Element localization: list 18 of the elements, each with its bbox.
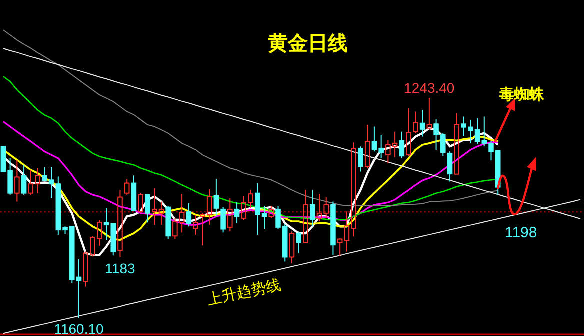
chart-title: 黄金日线 bbox=[267, 33, 348, 55]
candlestick bbox=[193, 214, 198, 236]
candlestick bbox=[214, 178, 220, 218]
annotation: 1160.10 bbox=[54, 321, 104, 336]
annotation: 1183 bbox=[105, 260, 136, 277]
annotation: 1243.40 bbox=[404, 80, 455, 96]
annotation: 上升趋势线 bbox=[206, 276, 283, 309]
candlestick bbox=[14, 160, 20, 202]
candlestick bbox=[310, 190, 316, 228]
candlestick bbox=[420, 110, 426, 138]
candlestick bbox=[364, 124, 370, 169]
annotation: 1198 bbox=[504, 224, 538, 242]
candlestick bbox=[303, 190, 308, 244]
annotation: 毒蜘蛛 bbox=[498, 86, 546, 104]
candlestick bbox=[158, 201, 164, 226]
candlestick bbox=[152, 188, 158, 226]
candlestick bbox=[234, 202, 240, 224]
candlestick bbox=[118, 190, 123, 258]
